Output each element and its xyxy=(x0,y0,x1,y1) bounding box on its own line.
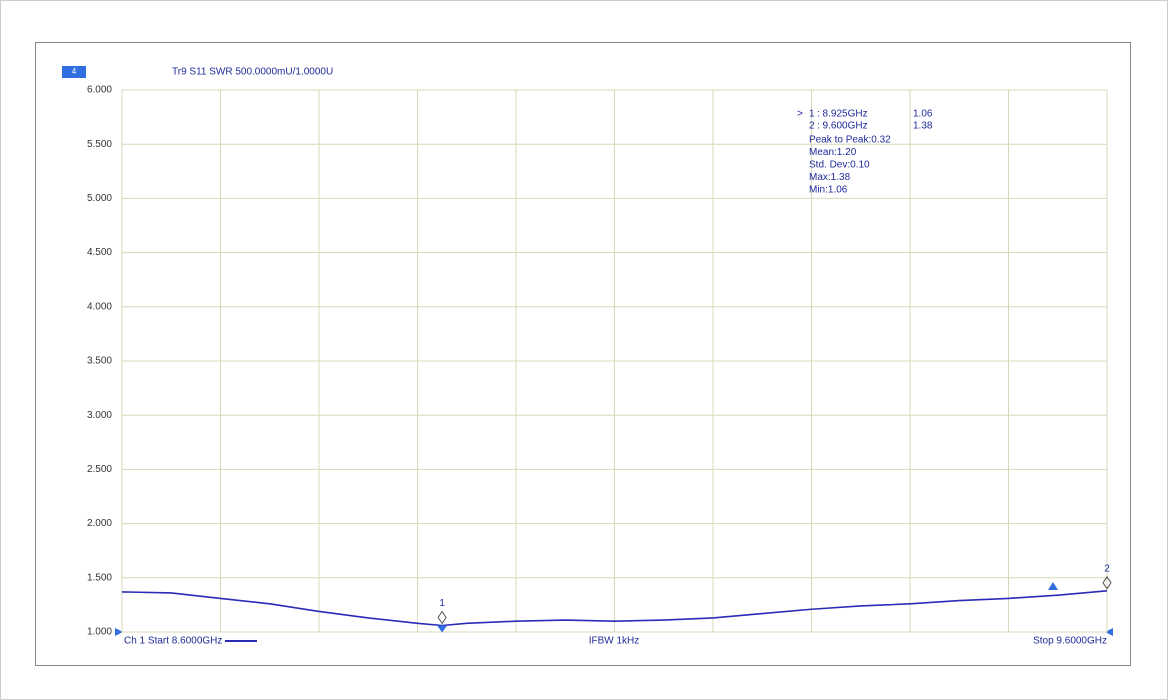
statistic: Peak to Peak:0.32 xyxy=(809,135,891,146)
readout-number: 2 xyxy=(809,121,815,132)
y-tick-label: 5.000 xyxy=(87,193,112,204)
y-tick-label: 1.500 xyxy=(87,572,112,583)
y-tick-label: 5.500 xyxy=(87,139,112,150)
statistic: Mean:1.20 xyxy=(809,147,857,158)
readout-value: 1.06 xyxy=(913,109,933,120)
marker-label: 1 xyxy=(439,598,445,609)
trace-title: Tr9 S11 SWR 500.0000mU/1.0000U xyxy=(172,67,333,78)
footer-ifbw: IFBW 1kHz xyxy=(589,636,640,647)
y-tick-label: 4.500 xyxy=(87,247,112,258)
channel-number: 4 xyxy=(72,67,77,76)
marker-label: 2 xyxy=(1104,563,1110,574)
marker-diamond xyxy=(437,610,447,625)
footer-start: Ch 1 Start 8.6000GHz xyxy=(124,636,222,647)
readout-number: 1 xyxy=(809,109,815,120)
trace-line xyxy=(121,590,1108,627)
y-tick-label: 6.000 xyxy=(87,85,112,96)
readout-frequency: : 9.600GHz xyxy=(817,121,868,132)
active-marker-triangle xyxy=(437,625,448,633)
marker-diamond xyxy=(1102,575,1112,590)
y-tick-label: 1.000 xyxy=(87,627,112,638)
reference-arrow-left xyxy=(115,628,123,636)
y-tick-label: 3.500 xyxy=(87,356,112,367)
y-tick-label: 2.500 xyxy=(87,464,112,475)
statistic: Min:1.06 xyxy=(809,185,848,196)
statistic: Max:1.38 xyxy=(809,172,851,183)
y-tick-label: 3.000 xyxy=(87,410,112,421)
display-frame xyxy=(35,42,1131,666)
readout-pointer: > xyxy=(797,109,803,120)
statistic: Std. Dev:0.10 xyxy=(809,160,870,171)
reference-arrow-right xyxy=(1105,628,1113,636)
reference-triangle xyxy=(1048,582,1058,590)
channel-box xyxy=(62,66,86,78)
footer-stop: Stop 9.6000GHz xyxy=(1033,636,1107,647)
readout-frequency: : 8.925GHz xyxy=(817,109,868,120)
readout-value: 1.38 xyxy=(913,121,933,132)
y-tick-label: 4.000 xyxy=(87,301,112,312)
y-tick-label: 2.000 xyxy=(87,518,112,529)
